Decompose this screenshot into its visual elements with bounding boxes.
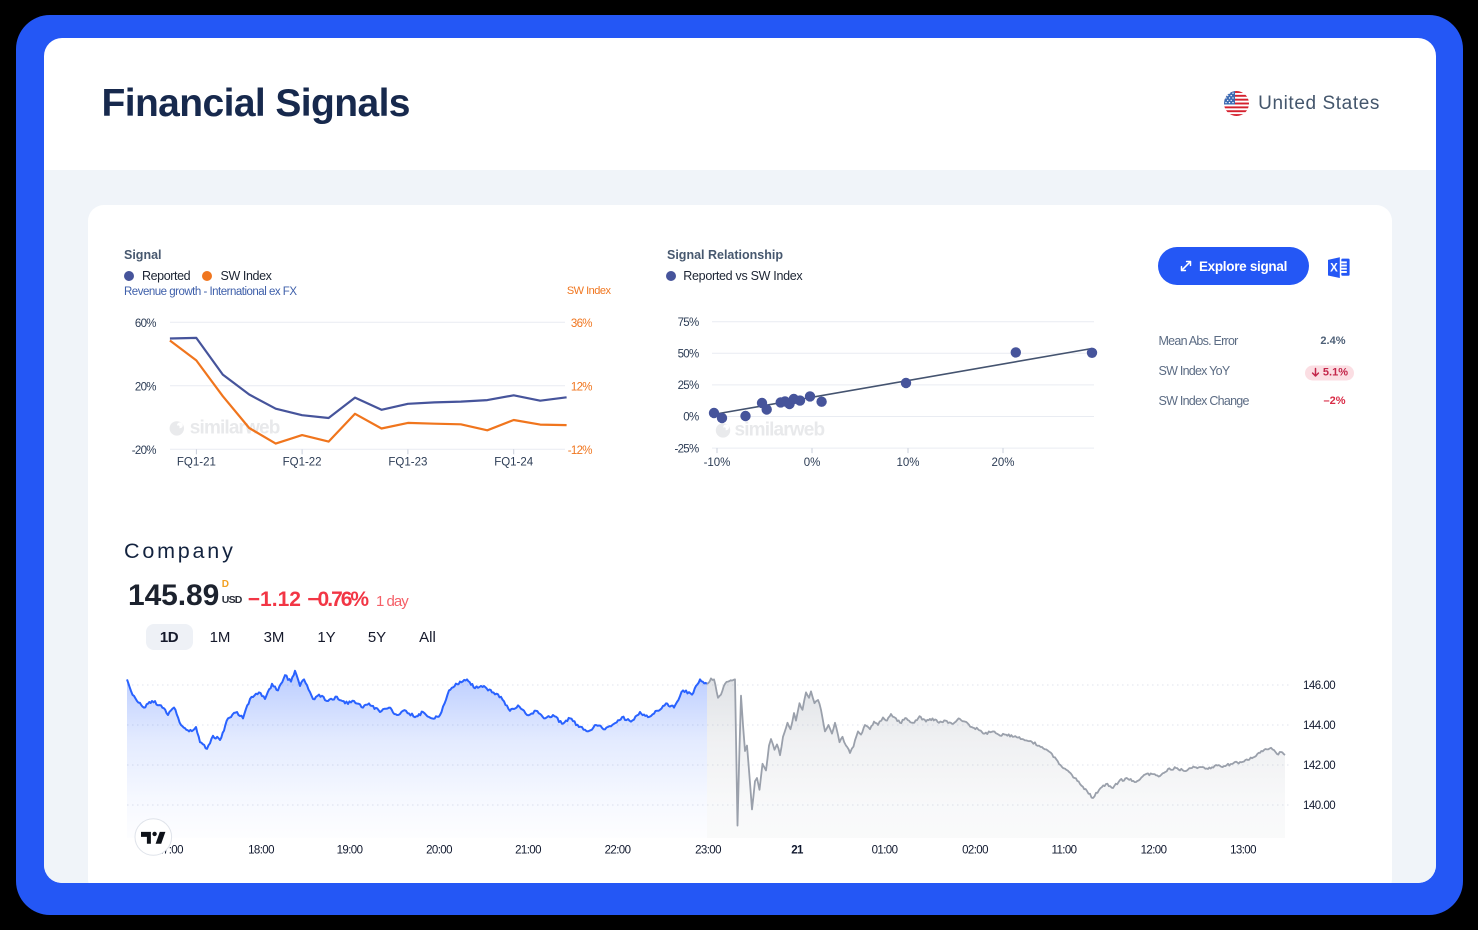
svg-text:18:00: 18:00: [248, 844, 274, 856]
svg-text:02:00: 02:00: [962, 844, 988, 856]
svg-text:-12%: -12%: [568, 445, 593, 457]
svg-text:-10%: -10%: [704, 457, 731, 469]
svg-text:-20%: -20%: [132, 445, 157, 457]
svg-text:19:00: 19:00: [337, 844, 363, 856]
svg-text:12:00: 12:00: [1141, 844, 1167, 856]
svg-text:22:00: 22:00: [605, 844, 631, 856]
svg-text:0%: 0%: [804, 457, 821, 469]
svg-text:13:00: 13:00: [1230, 844, 1256, 856]
svg-text:0%: 0%: [683, 412, 699, 424]
svg-text:similarweb: similarweb: [735, 419, 825, 440]
svg-text:20%: 20%: [991, 457, 1014, 469]
svg-text:25%: 25%: [678, 380, 699, 392]
svg-text:FQ1-21: FQ1-21: [177, 457, 216, 469]
svg-text:144.00: 144.00: [1303, 720, 1335, 732]
svg-text:FQ1-23: FQ1-23: [388, 457, 427, 469]
svg-text:similarweb: similarweb: [190, 417, 280, 438]
svg-text:140.00: 140.00: [1303, 800, 1335, 812]
svg-text:20:00: 20:00: [426, 844, 452, 856]
svg-text:10%: 10%: [896, 457, 919, 469]
svg-text:36%: 36%: [571, 318, 592, 330]
svg-text:60%: 60%: [135, 318, 156, 330]
svg-text:12%: 12%: [571, 381, 592, 393]
svg-text:01:00: 01:00: [872, 844, 898, 856]
svg-text:-25%: -25%: [674, 443, 699, 455]
svg-text:75%: 75%: [678, 317, 699, 329]
svg-text:142.00: 142.00: [1303, 760, 1335, 772]
svg-text:23:00: 23:00: [695, 844, 721, 856]
svg-text:21: 21: [791, 844, 804, 856]
svg-text:11:00: 11:00: [1052, 844, 1077, 856]
svg-text:50%: 50%: [678, 349, 699, 361]
svg-text:X: X: [1330, 262, 1338, 274]
svg-text:146.00: 146.00: [1303, 680, 1335, 692]
svg-text:20%: 20%: [135, 381, 156, 393]
svg-text:21:00: 21:00: [515, 844, 541, 856]
svg-text:FQ1-24: FQ1-24: [494, 457, 534, 469]
svg-text:FQ1-22: FQ1-22: [283, 457, 322, 469]
